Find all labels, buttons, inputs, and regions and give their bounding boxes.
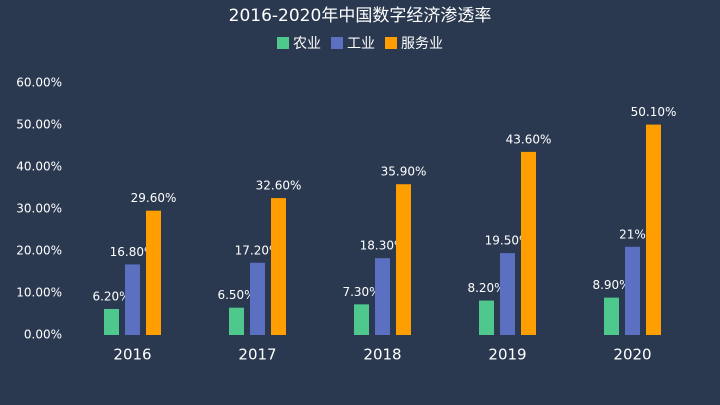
y-tick-label: 20.00% [16, 244, 62, 258]
value-label: 35.90% [381, 165, 427, 179]
bar [125, 264, 140, 335]
bar [479, 300, 494, 335]
bar [229, 307, 244, 335]
x-tick-label: 2017 [238, 346, 276, 364]
y-tick-label: 50.00% [16, 118, 62, 132]
y-tick-label: 40.00% [16, 160, 62, 174]
bar [271, 198, 286, 335]
value-label: 6.50% [217, 288, 255, 302]
value-label: 43.60% [506, 132, 552, 146]
value-label: 16.80% [110, 245, 156, 259]
value-label: 6.20% [92, 289, 130, 303]
value-label: 29.60% [131, 191, 177, 205]
legend-label: 农业 [293, 36, 321, 52]
chart-title: 2016-2020年中国数字经济渗透率 [229, 6, 492, 26]
x-tick-label: 2018 [363, 346, 401, 364]
x-tick-label: 2019 [488, 346, 526, 364]
bar [396, 184, 411, 335]
y-tick-label: 10.00% [16, 286, 62, 300]
value-label: 19.50% [485, 234, 531, 248]
bar [104, 308, 119, 335]
value-label: 17.20% [235, 243, 281, 257]
value-label: 8.20% [467, 281, 505, 295]
legend-swatch [385, 37, 397, 49]
value-label: 18.30% [360, 239, 406, 253]
x-tick-label: 2020 [613, 346, 651, 364]
y-tick-label: 60.00% [16, 76, 62, 90]
bar [646, 124, 661, 335]
bar [521, 151, 536, 335]
y-tick-label: 0.00% [24, 328, 62, 342]
legend-swatch [277, 37, 289, 49]
legend-label: 工业 [347, 36, 375, 52]
value-label: 32.60% [256, 179, 302, 193]
bar [250, 262, 265, 335]
bar [604, 297, 619, 335]
bar [625, 246, 640, 335]
legend-swatch [331, 37, 343, 49]
bar [375, 258, 390, 335]
value-label: 21% [619, 227, 646, 241]
x-tick-label: 2016 [113, 346, 151, 364]
value-label: 8.90% [592, 278, 630, 292]
bar [500, 253, 515, 335]
y-tick-label: 30.00% [16, 202, 62, 216]
bar [146, 210, 161, 335]
value-label: 50.10% [631, 105, 677, 119]
legend-label: 服务业 [401, 36, 443, 52]
bar [354, 304, 369, 335]
value-label: 7.30% [342, 285, 380, 299]
